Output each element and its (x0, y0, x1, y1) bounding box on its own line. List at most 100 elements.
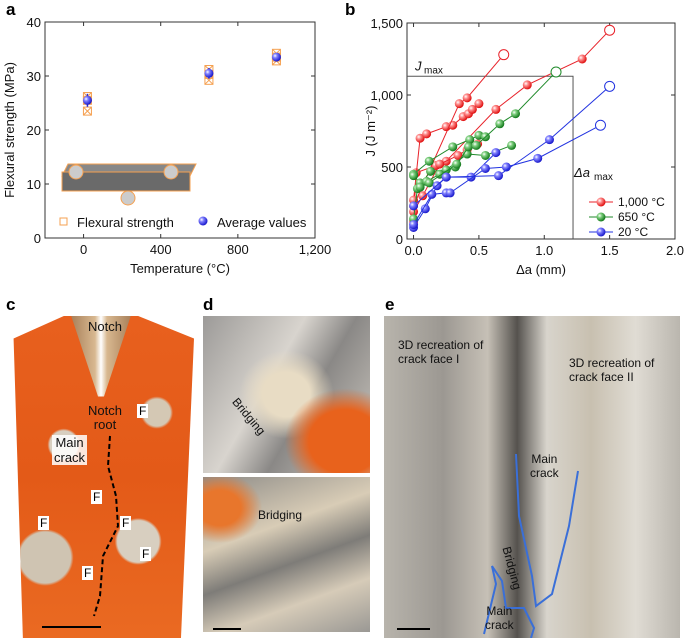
a-y-tick-label: 40 (27, 15, 41, 30)
data-point (445, 188, 455, 198)
b-y-axis-label: J (J m⁻²) (363, 106, 378, 157)
panel-label-e: e (385, 295, 395, 314)
crack-outline (483, 453, 579, 638)
data-point (494, 171, 504, 181)
fiber-label: F (140, 547, 152, 561)
notch-label: Notch (88, 319, 122, 334)
crack-face-image (384, 316, 680, 638)
panel-label-a: a (6, 0, 16, 19)
data-point (463, 142, 473, 152)
legend-flexural-marker (59, 217, 68, 226)
crack-face-2-label: 3D recreation of crack face II (569, 356, 655, 384)
flexural-strength-marker-cross (83, 106, 92, 116)
legend-label: 1,000 °C (618, 195, 665, 209)
a-x-tick-label: 0 (80, 242, 87, 257)
a-x-axis-label: Temperature (°C) (130, 261, 230, 276)
data-point (594, 119, 606, 131)
data-point (471, 140, 481, 150)
data-point (427, 189, 437, 199)
data-point (501, 162, 511, 172)
data-point (424, 178, 434, 188)
b-y-tick-label: 1,500 (370, 16, 403, 31)
data-point (424, 156, 434, 166)
data-point (533, 153, 543, 163)
data-point (420, 204, 430, 214)
data-point (453, 150, 463, 160)
data-point (604, 80, 616, 92)
damax-subscript: max (594, 172, 613, 183)
b-y-tick-label: 1,000 (370, 88, 403, 103)
bridging-image-top (203, 316, 370, 473)
fiber-label: F (120, 516, 132, 530)
data-point (480, 163, 490, 173)
charts-svg: 0 400 800 1,200 0 10 20 30 40 Temperature (°C) Fle… (2, 15, 684, 277)
b-x-tick-label: 2.0 (666, 243, 684, 258)
data-point (448, 142, 458, 152)
a-y-tick-label: 0 (34, 231, 41, 246)
b-x-tick-label: 0.5 (470, 243, 488, 258)
average-value-marker (204, 68, 214, 78)
roller-support (68, 164, 84, 180)
roller-support (120, 190, 136, 206)
a-y-tick-label: 20 (27, 123, 41, 138)
main-crack-path (93, 435, 120, 617)
b-y-tick-label: 500 (381, 160, 403, 175)
main-crack-label: Main crack (485, 604, 514, 632)
legend-marker (596, 227, 606, 237)
data-point (491, 148, 501, 158)
fiber-label: F (137, 404, 149, 418)
crack-face-1-label: 3D recreation of crack face I (398, 338, 484, 366)
fiber-label: F (38, 516, 50, 530)
average-value-marker (271, 52, 281, 62)
panel-label-d: d (203, 295, 214, 314)
legend-average-values: Average values (217, 215, 307, 230)
data-point (495, 119, 505, 129)
jmax-subscript: max (424, 65, 443, 76)
series-line (413, 54, 505, 207)
data-point (511, 109, 521, 119)
data-point (550, 66, 562, 78)
data-point (507, 140, 517, 150)
b-x-tick-label: 1.0 (535, 243, 553, 258)
data-point (452, 159, 462, 169)
data-point (426, 166, 436, 176)
data-point (466, 172, 476, 182)
main-crack-label: Main crack (530, 452, 559, 480)
data-point (465, 135, 475, 145)
b-y-tick-label: 0 (396, 232, 403, 247)
data-point (422, 129, 432, 139)
notch-root-label: Notch root (88, 403, 122, 432)
ct-scan-image (13, 316, 194, 638)
data-point (415, 133, 425, 143)
scale-bar (397, 628, 430, 630)
a-y-axis-label: Flexural strength (MPa) (2, 62, 17, 198)
legend-label: 650 °C (618, 210, 655, 224)
jmax-label: J (414, 58, 422, 73)
flexural-strength-marker (82, 106, 92, 116)
a-x-tick-label: 800 (227, 242, 249, 257)
b-x-tick-label: 0.0 (404, 243, 422, 258)
data-point (454, 99, 464, 109)
legend-marker (596, 212, 606, 222)
bridging-image-bottom (203, 477, 370, 632)
data-point (480, 150, 490, 160)
jmax-damax-boundary (407, 75, 574, 239)
fiber-label: F (82, 566, 94, 580)
legend-flexural-strength: Flexural strength (77, 215, 174, 230)
legend-average-marker (198, 216, 208, 226)
a-x-tick-label: 1,200 (299, 242, 332, 257)
data-point (462, 93, 472, 103)
data-point (418, 191, 428, 201)
scale-bar (213, 628, 241, 630)
main-crack-label: Main crack (52, 435, 88, 465)
data-point (577, 54, 587, 64)
data-point (604, 24, 616, 36)
fiber-label: F (91, 490, 103, 504)
legend-marker (596, 197, 606, 207)
roller-support (163, 164, 179, 180)
b-x-axis-label: Δa (mm) (516, 262, 566, 277)
panel-label-c: c (6, 295, 16, 314)
scale-bar (42, 626, 101, 628)
data-point (491, 104, 501, 114)
data-point (522, 80, 532, 90)
